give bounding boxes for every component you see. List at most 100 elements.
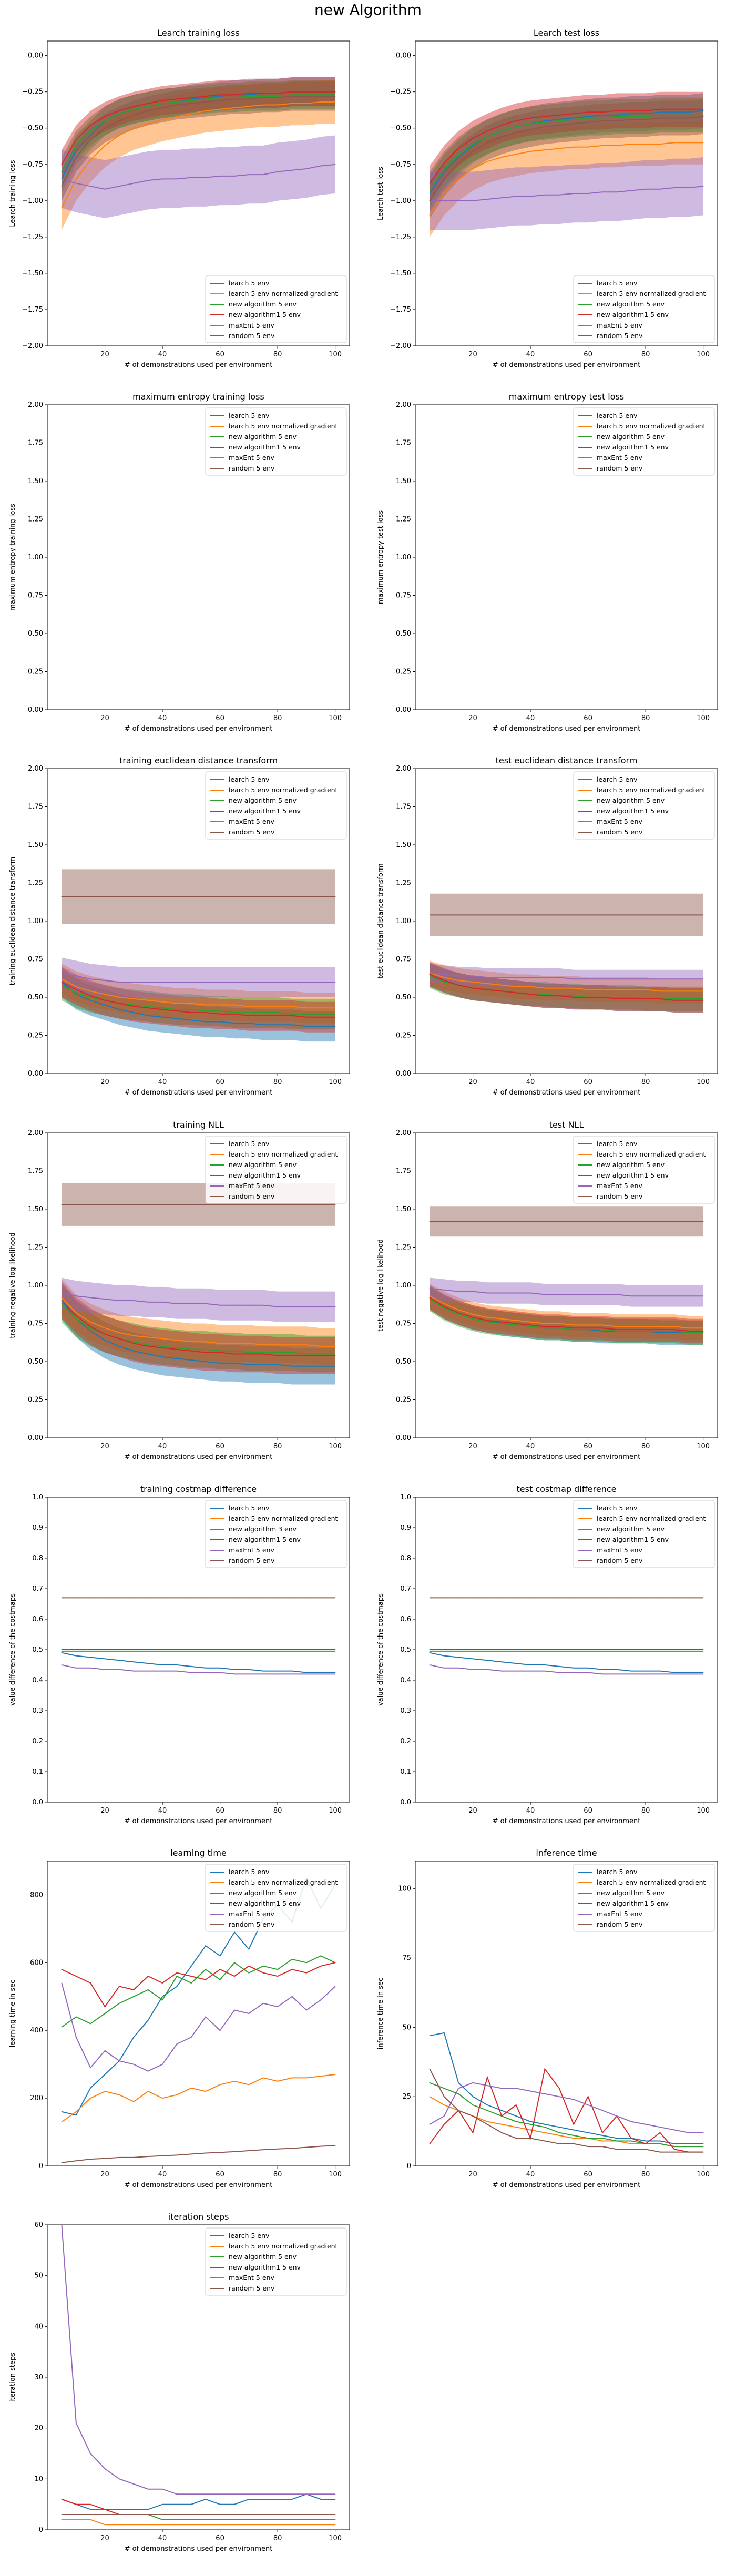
data-point: [104, 2524, 106, 2526]
data-point: [176, 2493, 178, 2495]
y-tick-label: 0.75: [396, 956, 411, 964]
data-point: [133, 127, 135, 129]
data-point: [90, 2098, 91, 2099]
data-point: [90, 997, 91, 998]
data-point: [90, 130, 91, 131]
y-tick-label: 40: [34, 2323, 43, 2330]
legend-label: learch 5 env normalized gradient: [229, 1150, 338, 1158]
data-point: [234, 2514, 235, 2515]
confidence-band: [62, 80, 335, 187]
series-line: [61, 2074, 335, 2123]
data-point: [573, 146, 574, 148]
data-point: [515, 2115, 517, 2117]
data-point: [702, 998, 704, 999]
legend-label: learch 5 env normalized gradient: [597, 1150, 706, 1158]
data-point: [458, 157, 459, 158]
data-point: [444, 178, 445, 180]
x-tick-label: 40: [526, 1443, 535, 1450]
data-point: [61, 2027, 63, 2028]
y-tick-label: 1.00: [396, 917, 411, 925]
series-line: [61, 982, 335, 1018]
data-point: [429, 914, 431, 916]
legend-label: learch 5 env: [597, 279, 638, 287]
data-point: [133, 1012, 135, 1013]
data-point: [76, 2422, 77, 2424]
data-point: [501, 1292, 503, 1294]
data-point: [277, 2499, 278, 2500]
data-point: [645, 119, 646, 120]
x-axis-label: # of demonstrations used per environment: [125, 725, 273, 733]
data-point: [444, 2088, 445, 2089]
data-point: [262, 2149, 264, 2150]
data-point: [429, 1295, 431, 1297]
series-line: [61, 1300, 335, 1367]
data-point: [219, 94, 221, 95]
data-point: [630, 1295, 632, 1297]
confidence-band: [430, 157, 703, 230]
data-point: [334, 1306, 336, 1307]
data-point: [306, 2009, 307, 2011]
data-point: [162, 1347, 163, 1348]
data-point: [674, 1332, 675, 1333]
data-point: [602, 1221, 603, 1222]
data-point: [530, 1651, 531, 1652]
series-line: [430, 972, 703, 992]
data-point: [444, 1306, 445, 1307]
data-point: [501, 1649, 503, 1650]
data-point: [162, 107, 163, 108]
confidence-band: [62, 1279, 335, 1365]
x-tick-label: 80: [273, 1443, 282, 1450]
data-point: [104, 2514, 106, 2515]
x-tick-label: 80: [273, 714, 282, 722]
data-point: [61, 1303, 63, 1304]
data-point: [61, 978, 63, 979]
data-point: [444, 200, 445, 201]
data-point: [587, 117, 589, 119]
data-point: [248, 1649, 250, 1650]
data-point: [205, 1004, 207, 1006]
data-point: [291, 91, 293, 93]
data-point: [602, 1331, 603, 1332]
data-point: [559, 120, 560, 121]
data-point: [205, 2016, 207, 2018]
data-point: [602, 1669, 603, 1670]
series-line: [430, 972, 703, 980]
plot-frame: [47, 1861, 350, 2166]
data-point: [472, 1317, 474, 1318]
data-point: [616, 1651, 618, 1652]
legend-label: learch 5 env normalized gradient: [229, 290, 338, 298]
data-point: [544, 1326, 546, 1327]
data-point: [674, 2151, 675, 2153]
data-point: [472, 975, 474, 977]
data-point: [334, 1007, 336, 1009]
data-point: [530, 117, 531, 119]
data-point: [133, 115, 135, 116]
data-point: [61, 2499, 63, 2500]
data-point: [262, 1353, 264, 1355]
x-tick-label: 100: [697, 1078, 710, 1086]
y-tick-label: 0.1: [32, 1768, 43, 1776]
legend-label: maxEnt 5 env: [597, 1546, 642, 1554]
data-point: [176, 1664, 178, 1665]
data-point: [688, 1332, 689, 1333]
data-point: [559, 995, 560, 996]
data-point: [472, 145, 474, 146]
data-point: [133, 1670, 135, 1672]
data-point: [191, 1012, 192, 1013]
legend-box: [573, 1136, 715, 1204]
y-tick-label: 0.00: [28, 1070, 43, 1078]
data-point: [573, 1649, 574, 1650]
data-point: [219, 2503, 221, 2505]
chart-title: maximum entropy test loss: [509, 392, 624, 402]
data-point: [104, 2006, 106, 2007]
data-point: [90, 2453, 91, 2454]
data-point: [559, 195, 560, 196]
data-point: [133, 982, 135, 983]
data-point: [90, 1668, 91, 1669]
x-tick-label: 100: [697, 2171, 710, 2179]
series-line: [429, 2069, 703, 2153]
legend-label: new algorithm 5 env: [229, 1889, 297, 1897]
legend-label: learch 5 env normalized gradient: [597, 786, 706, 794]
